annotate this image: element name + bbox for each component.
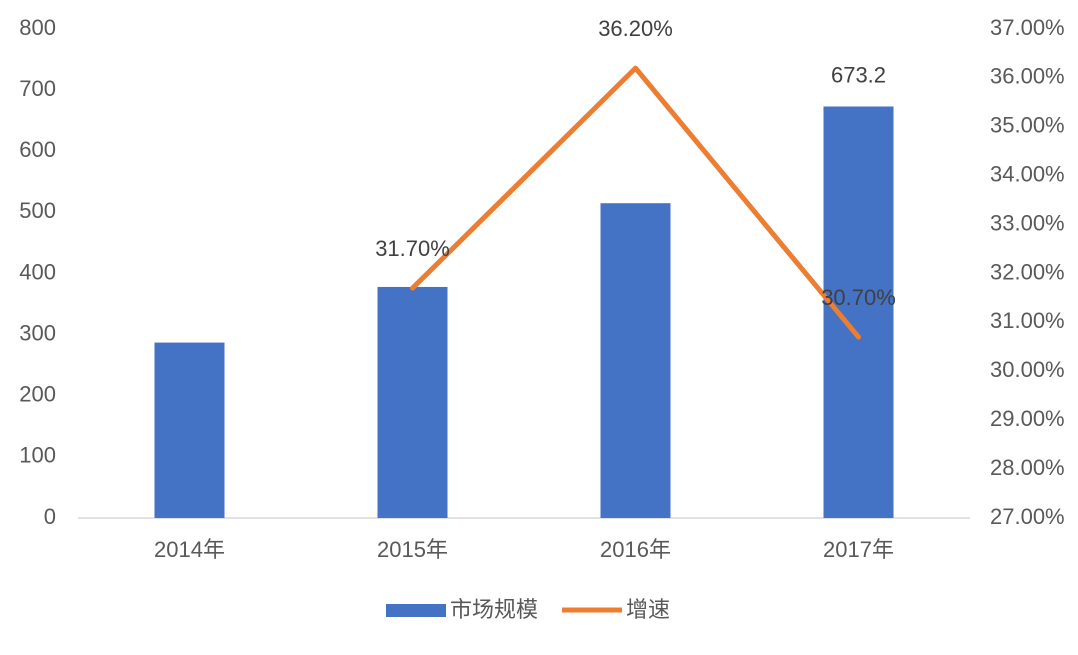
- y-tick-label: 0: [44, 504, 56, 529]
- y-tick-label: 100: [19, 443, 56, 468]
- y2-tick-label: 34.00%: [990, 162, 1065, 187]
- y-tick-label: 700: [19, 76, 56, 101]
- bar: [600, 203, 671, 519]
- data-label: 30.70%: [821, 285, 896, 310]
- y2-tick-label: 31.00%: [990, 308, 1065, 333]
- y-tick-label: 300: [19, 320, 56, 345]
- legend-label: 增速: [626, 597, 670, 622]
- x-tick-label: 2016年: [600, 537, 671, 562]
- y-tick-label: 800: [19, 15, 56, 40]
- y-tick-label: 500: [19, 198, 56, 223]
- data-label: 31.70%: [375, 236, 450, 261]
- y2-tick-label: 35.00%: [990, 113, 1065, 138]
- y-tick-label: 600: [19, 137, 56, 162]
- y-tick-label: 400: [19, 259, 56, 284]
- bar: [154, 342, 225, 518]
- y2-tick-label: 32.00%: [990, 259, 1065, 284]
- x-tick-label: 2014年: [154, 537, 225, 562]
- x-tick-label: 2017年: [823, 537, 894, 562]
- legend-swatch: [386, 604, 446, 617]
- bar: [823, 106, 894, 518]
- y-tick-label: 200: [19, 382, 56, 407]
- x-tick-label: 2015年: [377, 537, 448, 562]
- bar: [377, 286, 448, 518]
- y2-tick-label: 28.00%: [990, 455, 1065, 480]
- y2-tick-label: 33.00%: [990, 210, 1065, 235]
- line: [410, 65, 861, 340]
- y2-tick-label: 37.00%: [990, 15, 1065, 40]
- y2-tick-label: 36.00%: [990, 64, 1065, 89]
- y2-tick-label: 29.00%: [990, 406, 1065, 431]
- y2-tick-label: 30.00%: [990, 357, 1065, 382]
- legend-label: 市场规模: [450, 597, 538, 622]
- data-label: 36.20%: [598, 16, 673, 41]
- data-label: 673.2: [831, 62, 886, 87]
- y2-tick-label: 27.00%: [990, 504, 1065, 529]
